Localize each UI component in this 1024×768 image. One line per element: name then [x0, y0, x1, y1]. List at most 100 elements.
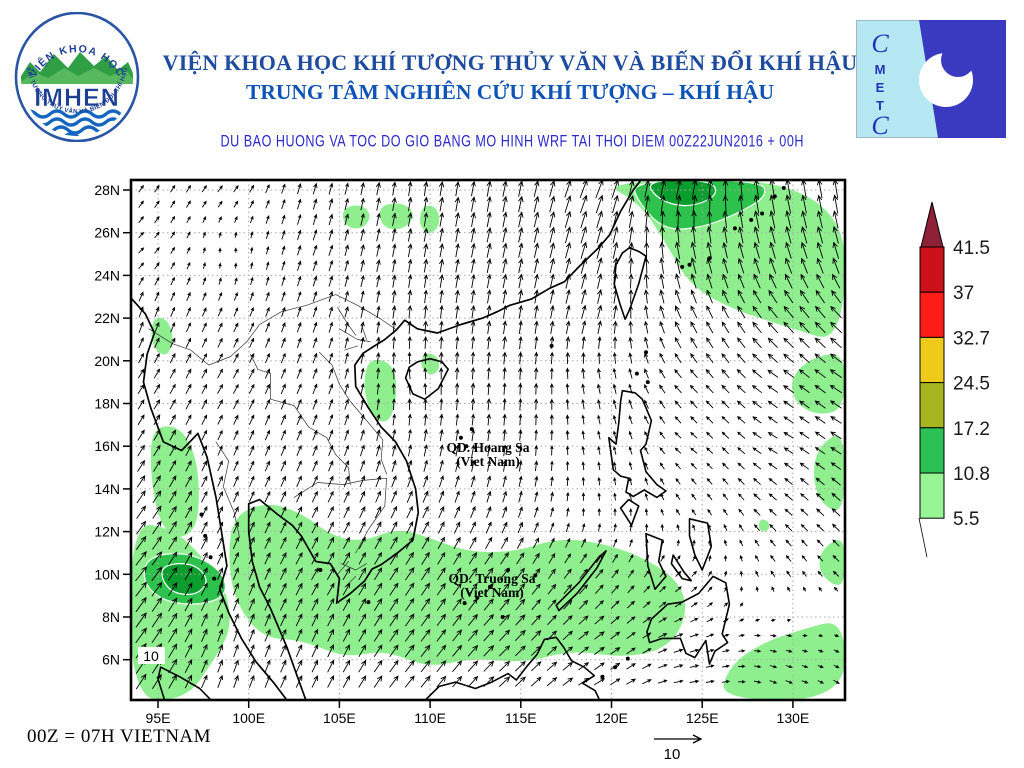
coastline	[340, 563, 367, 571]
archipelago-label-sub: (Viet Nam)	[456, 454, 520, 469]
cmetc-letter-t: T	[876, 98, 884, 113]
legend-band	[919, 427, 945, 474]
coastline	[293, 477, 387, 554]
legend-value: 17.2	[953, 419, 990, 440]
coastline	[670, 554, 693, 582]
island-dot	[781, 185, 786, 190]
lat-tick-label: 28N	[94, 182, 120, 198]
forecast-subtitle: DU BAO HUONG VA TOC DO GIO BANG MO HINH …	[220, 131, 804, 152]
wind-speed-shading-level1	[229, 504, 686, 665]
coastline	[613, 246, 647, 320]
cmetc-logo: C M E T C	[856, 20, 1006, 138]
lon-tick-label: 110E	[414, 710, 446, 726]
time-conversion-note: 00Z = 07H VIETNAM	[27, 726, 211, 747]
lon-tick-label: 125E	[686, 710, 719, 726]
archipelago-label: QD. Hoang Sa	[447, 440, 530, 455]
coastline	[319, 351, 387, 475]
header: IMHEN VIỆN KHOA HỌC KHÍ TƯỢNG THỦY VĂN V…	[0, 0, 1024, 168]
archipelago-label: QD. Truong Sa	[449, 571, 536, 586]
center-title: TRUNG TÂM NGHIÊN CỨU KHÍ TƯỢNG – KHÍ HẬU	[246, 80, 774, 104]
wind-scale-value: 10	[664, 746, 681, 763]
island-dot	[464, 444, 469, 449]
legend-value: 41.5	[953, 238, 990, 259]
coastline	[131, 296, 288, 700]
coastline	[404, 357, 449, 400]
coastline	[215, 441, 240, 539]
cmetc-letter-m: M	[875, 62, 886, 77]
wind-speed-shading-level1	[342, 205, 370, 229]
coastline	[157, 666, 213, 700]
cmetc-swoosh-dark-dot	[941, 43, 975, 77]
island-dot	[732, 226, 737, 231]
lon-tick-label: 100E	[232, 710, 265, 726]
coastline	[337, 307, 357, 336]
legend-band	[919, 336, 945, 384]
lat-tick-label: 12N	[94, 524, 120, 540]
wind-speed-shading-level1	[758, 519, 770, 532]
lat-tick-label: 6N	[102, 652, 120, 668]
lon-tick-label: 115E	[505, 710, 537, 726]
island-dot	[680, 264, 685, 269]
lon-tick-label: 130E	[777, 710, 810, 726]
legend-value: 32.7	[953, 328, 990, 349]
island-dot	[634, 371, 639, 376]
legend-tail	[918, 518, 928, 558]
island-dot	[749, 217, 754, 222]
lat-tick-label: 14N	[94, 481, 120, 497]
legend-band	[919, 472, 945, 519]
cmetc-letter-e: E	[876, 80, 885, 95]
map-frame	[129, 178, 847, 702]
wind-speed-legend: 41.5 37 32.7 24.5 17.2 10.8 5.5	[918, 201, 990, 558]
coastline	[645, 532, 667, 590]
wind-speed-shading-level1	[379, 203, 413, 230]
island-dot	[212, 576, 217, 581]
coastline	[344, 345, 358, 351]
coastline	[148, 294, 397, 366]
legend-value: 37	[953, 283, 974, 304]
legend-band	[919, 382, 945, 429]
island-dot	[318, 568, 323, 572]
island-dot	[600, 674, 605, 679]
wind-vectors	[135, 180, 843, 690]
cmetc-letters: C M E T C	[871, 29, 889, 138]
legend-value: 24.5	[953, 374, 990, 395]
island-dot	[366, 600, 371, 605]
wind-speed-shading-level1	[792, 354, 845, 414]
lon-tick-label: 95E	[146, 710, 171, 726]
island-dot	[760, 211, 765, 216]
island-dot	[469, 427, 474, 432]
lat-tick-label: 22N	[94, 310, 120, 326]
wind-speed-shading-level3	[649, 180, 717, 207]
lon-tick-label: 105E	[323, 710, 356, 726]
island-dot	[462, 601, 467, 606]
imhen-logo-wordmark: IMHEN	[34, 84, 120, 112]
graticule	[131, 180, 845, 700]
cmetc-letter-c2: C	[871, 111, 889, 138]
legend-value: 10.8	[953, 464, 990, 485]
island-dot	[500, 615, 505, 619]
cmetc-letter-c1: C	[871, 29, 889, 58]
island-dot	[687, 262, 692, 267]
lat-tick-label: 24N	[94, 267, 120, 283]
island-dot	[625, 656, 630, 661]
lat-tick-label: 20N	[94, 353, 120, 369]
coastline	[608, 389, 667, 499]
island-dot	[475, 595, 480, 600]
island-dot	[458, 435, 463, 440]
lat-tick-label: 8N	[102, 609, 120, 625]
imhen-logo: IMHEN VIỆN KHOA HỌC KHÍ TƯỢNG THỦY VĂN V…	[14, 12, 140, 142]
coastline	[337, 561, 349, 575]
coastline	[646, 575, 731, 665]
lat-tick-label: 26N	[94, 225, 120, 241]
map-scale-label: 10	[143, 648, 159, 664]
wind-speed-shading-level1	[814, 436, 845, 511]
legend-band	[919, 291, 945, 338]
island-dot	[203, 533, 208, 538]
legend-arrow-top	[920, 201, 944, 248]
legend-band	[919, 246, 945, 293]
wind-speed-shading-level1	[364, 359, 397, 422]
lat-tick-label: 16N	[94, 438, 120, 454]
wind-speed-shading-level1	[819, 540, 845, 585]
